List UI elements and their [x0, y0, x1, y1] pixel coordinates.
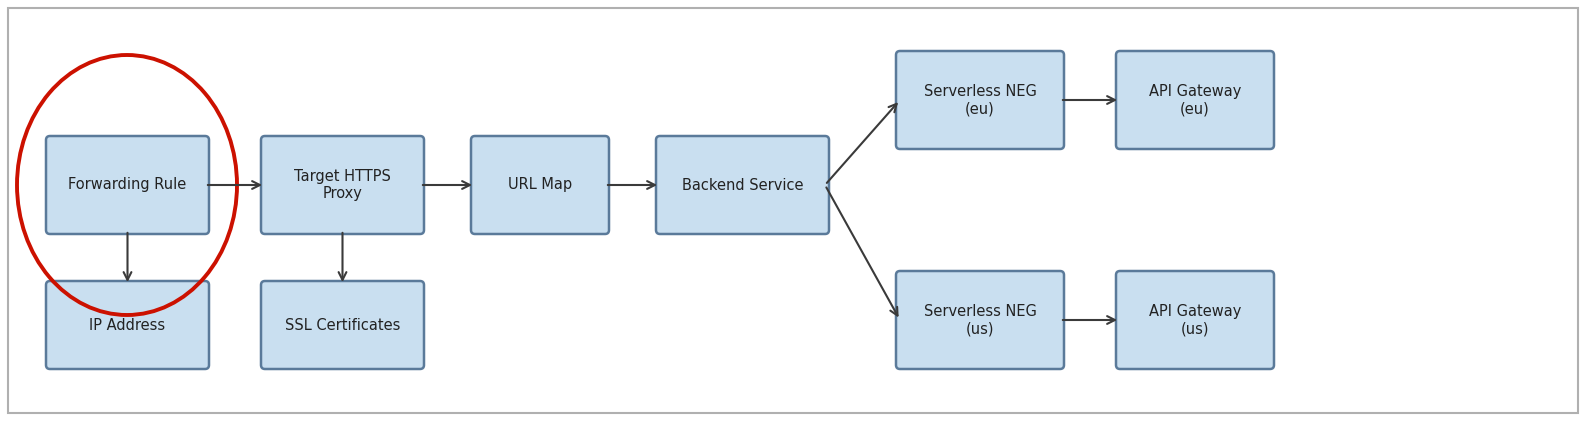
FancyBboxPatch shape — [46, 136, 209, 234]
Text: Serverless NEG
(eu): Serverless NEG (eu) — [923, 84, 1036, 116]
Text: Target HTTPS
Proxy: Target HTTPS Proxy — [293, 169, 390, 201]
Text: IP Address: IP Address — [89, 317, 165, 333]
FancyBboxPatch shape — [657, 136, 829, 234]
FancyBboxPatch shape — [896, 51, 1064, 149]
FancyBboxPatch shape — [896, 271, 1064, 369]
Text: Serverless NEG
(us): Serverless NEG (us) — [923, 304, 1036, 336]
FancyBboxPatch shape — [262, 136, 423, 234]
FancyBboxPatch shape — [46, 281, 209, 369]
Text: Forwarding Rule: Forwarding Rule — [68, 178, 187, 192]
FancyBboxPatch shape — [471, 136, 609, 234]
Text: API Gateway
(us): API Gateway (us) — [1148, 304, 1242, 336]
FancyBboxPatch shape — [1117, 51, 1274, 149]
Text: API Gateway
(eu): API Gateway (eu) — [1148, 84, 1242, 116]
Text: URL Map: URL Map — [508, 178, 573, 192]
FancyBboxPatch shape — [262, 281, 423, 369]
Text: Backend Service: Backend Service — [682, 178, 803, 192]
Text: SSL Certificates: SSL Certificates — [285, 317, 400, 333]
FancyBboxPatch shape — [1117, 271, 1274, 369]
